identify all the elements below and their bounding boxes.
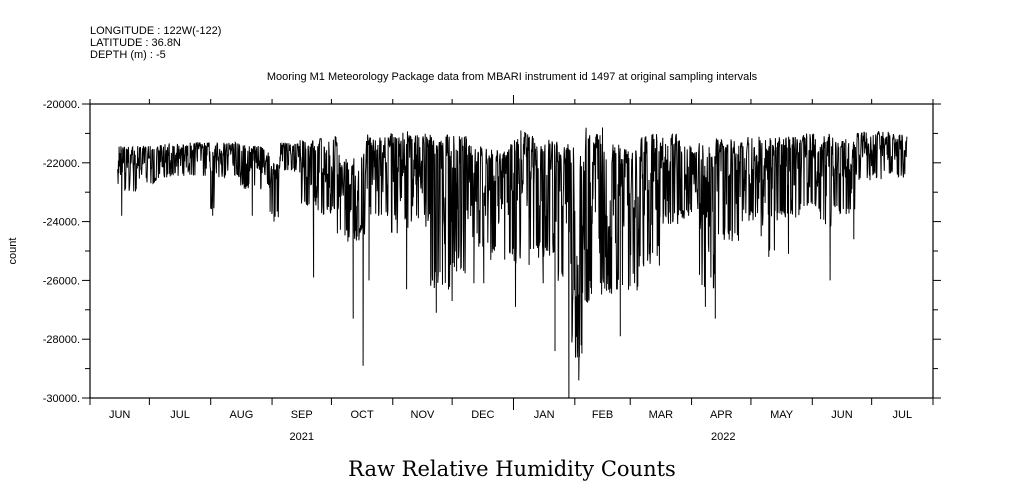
y-tick-label: -24000.: [43, 217, 80, 229]
chart-subtitle: Mooring M1 Meteorology Package data from…: [267, 71, 758, 83]
y-tick-label: -30000.: [43, 393, 80, 405]
x-month-label: AUG: [229, 409, 253, 421]
x-month-label: DEC: [471, 409, 494, 421]
x-month-label: MAR: [649, 409, 674, 421]
axes: -20000. -22000. -24000. -26000. -28000. -3000…: [43, 95, 941, 443]
y-tick-label: -20000.: [43, 99, 80, 111]
x-month-label: JUN: [831, 409, 852, 421]
x-month-label: MAY: [770, 409, 794, 421]
series-line: [117, 127, 908, 399]
depth-label: DEPTH (m) : -5: [90, 49, 166, 61]
x-month-label: OCT: [350, 409, 374, 421]
y-axis-label: count: [7, 238, 19, 265]
x-month-label: FEB: [592, 409, 613, 421]
longitude-label: LONGITUDE : 122W(-122): [90, 25, 221, 37]
y-tick-label: -26000.: [43, 275, 80, 287]
y-tick-label: -28000.: [43, 334, 80, 346]
x-year-label: 2021: [289, 431, 313, 443]
latitude-label: LATITUDE : 36.8N: [90, 37, 181, 49]
y-tick-label: -22000.: [43, 158, 80, 170]
x-year-label: 2022: [711, 431, 735, 443]
x-month-label: JUN: [109, 409, 130, 421]
x-month-label: JUL: [170, 409, 190, 421]
x-month-label: JAN: [534, 409, 555, 421]
chart-title: Raw Relative Humidity Counts: [348, 457, 676, 481]
x-month-label: SEP: [291, 409, 313, 421]
x-month-label: NOV: [411, 409, 436, 421]
x-month-label: APR: [710, 409, 733, 421]
x-month-label: JUL: [893, 409, 913, 421]
